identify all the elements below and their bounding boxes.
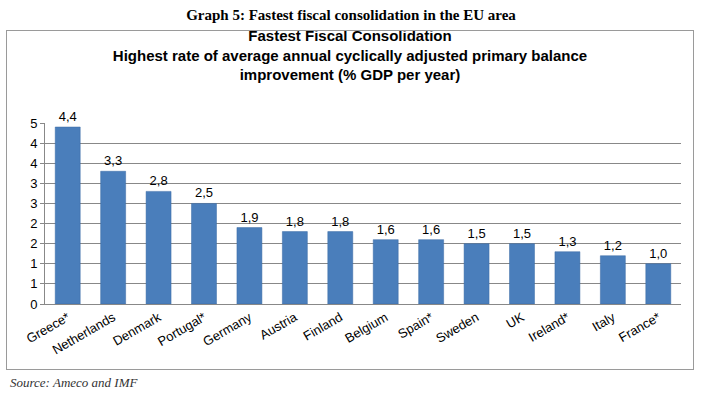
svg-text:1,5: 1,5: [468, 226, 486, 241]
svg-text:1,2: 1,2: [604, 238, 622, 253]
svg-text:Germany: Germany: [200, 309, 254, 349]
svg-text:3: 3: [30, 196, 37, 211]
svg-text:Ireland*: Ireland*: [526, 309, 572, 344]
svg-text:Italy: Italy: [589, 309, 618, 334]
svg-text:Greece*: Greece*: [24, 309, 73, 346]
svg-text:1,3: 1,3: [558, 234, 576, 249]
svg-text:2,5: 2,5: [195, 185, 213, 200]
svg-text:2: 2: [30, 236, 37, 251]
svg-text:France*: France*: [616, 309, 663, 345]
svg-text:1,5: 1,5: [513, 226, 531, 241]
svg-text:1,6: 1,6: [422, 222, 440, 237]
svg-text:5: 5: [30, 116, 37, 131]
svg-text:Finland: Finland: [301, 309, 345, 343]
svg-text:UK: UK: [504, 309, 527, 331]
svg-text:4,4: 4,4: [59, 109, 77, 124]
svg-text:2,8: 2,8: [150, 173, 168, 188]
html-text:Graph 5: Fastest fiscal consol: Graph 5: Fastest fiscal consolidation in…: [186, 7, 516, 23]
svg-text:Fastest Fiscal ConsolidationHi: Fastest Fiscal ConsolidationHighest rate…: [113, 31, 587, 83]
svg-text:4: 4: [30, 156, 37, 171]
svg-text:0: 0: [30, 297, 37, 312]
svg-text:1,0: 1,0: [649, 246, 667, 261]
svg-text:1,8: 1,8: [286, 214, 304, 229]
svg-text:2: 2: [30, 216, 37, 231]
svg-text:1,8: 1,8: [331, 214, 349, 229]
svg-text:1: 1: [30, 276, 37, 291]
svg-text:Portugal*: Portugal*: [155, 309, 209, 349]
svg-text:Spain*: Spain*: [395, 309, 436, 341]
svg-text:Belgium: Belgium: [342, 309, 390, 345]
svg-text:Denmark: Denmark: [110, 309, 164, 349]
svg-text:1,6: 1,6: [377, 222, 395, 237]
html-text:Source: Ameco and IMF: Source: Ameco and IMF: [10, 375, 138, 390]
svg-text:3: 3: [30, 176, 37, 191]
svg-text:3,3: 3,3: [104, 153, 122, 168]
svg-text:4: 4: [30, 136, 37, 151]
svg-text:Sweden: Sweden: [433, 309, 481, 345]
svg-text:Austria: Austria: [257, 309, 300, 343]
svg-text:1: 1: [30, 256, 37, 271]
svg-text:Netherlands: Netherlands: [50, 309, 119, 357]
svg-text:1,9: 1,9: [240, 210, 258, 225]
